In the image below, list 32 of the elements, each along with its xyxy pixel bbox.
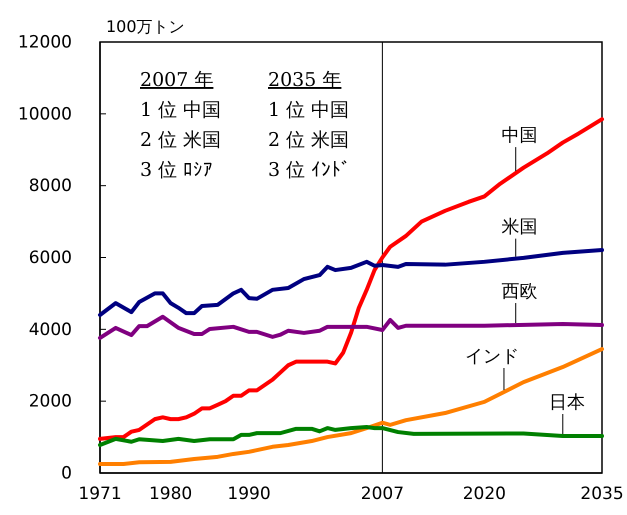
y-tick-label: 2000 [28, 392, 72, 412]
x-tick-label: 2020 [462, 484, 506, 504]
x-tick-label: 1990 [227, 484, 271, 504]
line-series [98, 117, 604, 441]
series-label: 日本 [548, 392, 585, 414]
series-label: 米国 [502, 216, 538, 238]
y-tick-label: 10000 [18, 104, 72, 124]
annotation: 2 位 米国 [268, 129, 350, 151]
annotation: 3 位 ﾛｼｱ [140, 159, 214, 181]
y-tick-label: 0 [61, 463, 72, 484]
y-tick-label: 6000 [28, 248, 72, 268]
series-label: 中国 [502, 125, 538, 146]
line-series [98, 347, 604, 466]
y-tick-label: 8000 [28, 176, 72, 196]
annotation: 1 位 中国 [268, 99, 350, 121]
line-series [98, 314, 604, 340]
annotation: 3 位 ｲﾝﾄﾞ [268, 159, 352, 181]
annotation: 2007 年 [140, 69, 214, 91]
line-series [98, 425, 604, 447]
y-tick-label: 4000 [28, 320, 72, 340]
x-tick-label: 1980 [148, 484, 192, 504]
line-series [98, 248, 604, 317]
x-tick-label: 1971 [78, 484, 122, 504]
y-tick-label: 12000 [18, 32, 72, 52]
y-axis-title: 100万トン [106, 17, 185, 36]
x-tick-label: 2035 [580, 484, 624, 504]
annotation: 1 位 中国 [140, 99, 222, 121]
annotation: 2 位 米国 [140, 129, 222, 151]
x-tick-label: 2007 [360, 484, 404, 504]
series-label: 西欧 [502, 281, 538, 302]
series-label: インド [464, 346, 519, 368]
annotation: 2035 年 [268, 69, 342, 91]
